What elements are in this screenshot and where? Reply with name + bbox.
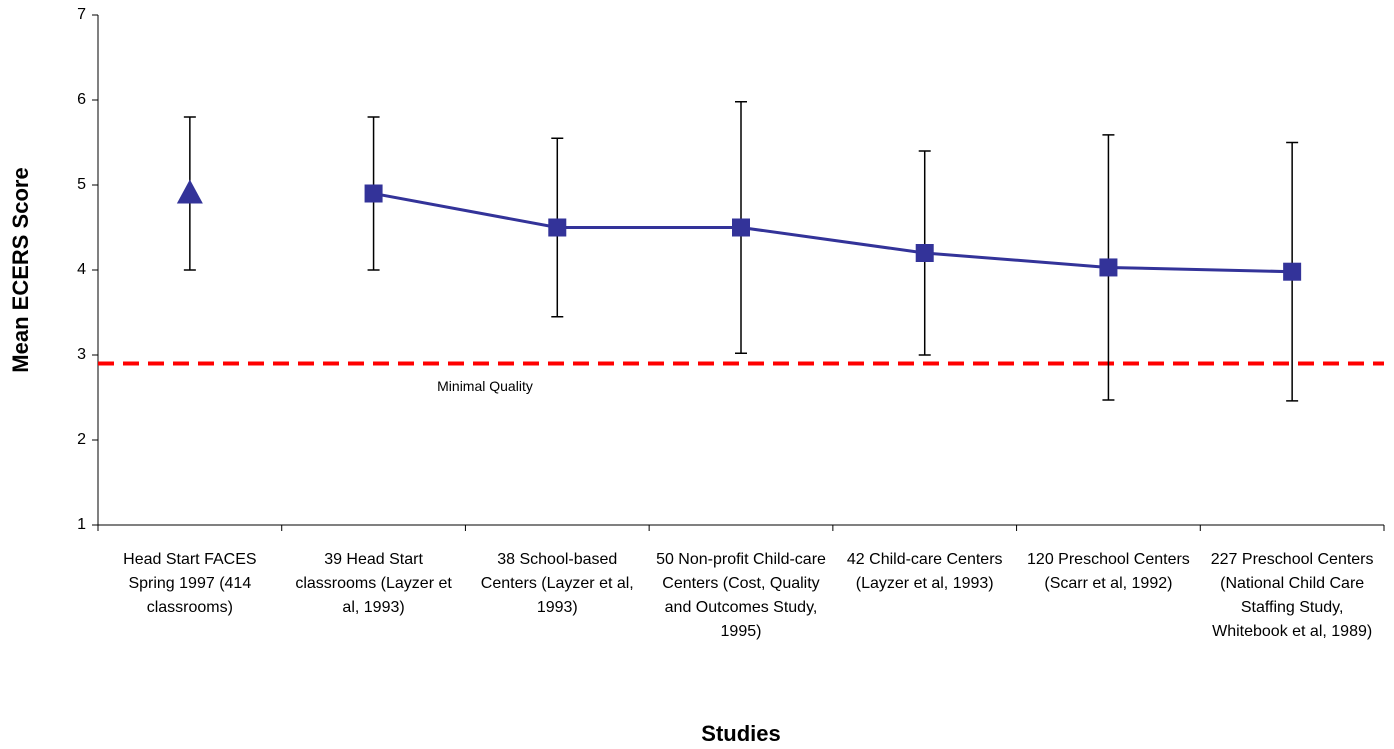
x-tick-label: 38 School-based Centers (Layzer et al, 1… [480,551,634,616]
x-tick-label: 50 Non-profit Child-care Centers (Cost, … [656,551,826,640]
y-tick-label: 4 [77,261,86,278]
marker [1099,258,1118,277]
marker [548,218,567,237]
marker [732,218,750,237]
marker [176,179,203,204]
x-tick-label: 227 Preschool Centers (National Child Ca… [1210,551,1374,640]
series-line [373,192,1293,274]
marker [1283,262,1302,281]
x-tick-label: Head Start FACES Spring 1997 (414 classr… [123,551,257,616]
y-tick-label: 3 [77,346,86,363]
x-tick-label: 39 Head Start classrooms (Layzer et al, … [295,551,452,616]
y-axis-label: Mean ECERS Score [8,167,33,372]
reference-label: Minimal Quality [437,378,533,394]
x-tick-label: 120 Preschool Centers (Scarr et al, 1992… [1027,551,1190,592]
marker [915,244,934,262]
marker [364,184,383,203]
x-axis-label: Studies [701,721,780,746]
y-tick-label: 6 [77,91,86,108]
y-tick-label: 1 [77,516,86,533]
x-tick-label: 42 Child-care Centers (Layzer et al, 199… [846,551,1003,592]
y-tick-label: 7 [77,6,86,23]
y-tick-label: 2 [77,431,86,448]
y-tick-label: 5 [77,176,86,193]
